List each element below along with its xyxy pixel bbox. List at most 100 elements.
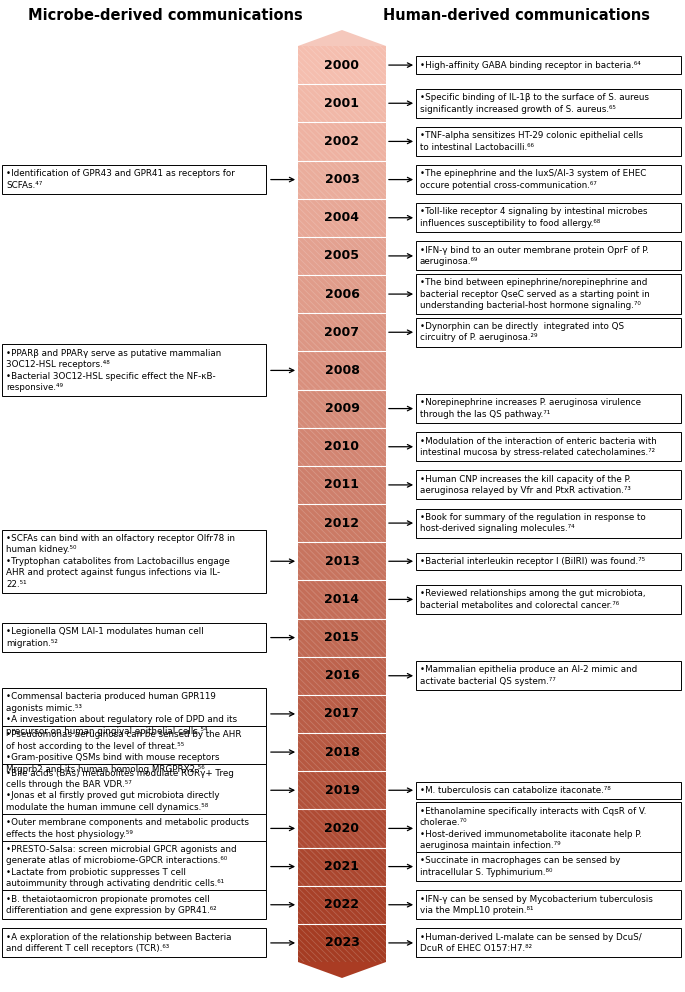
FancyBboxPatch shape [2, 165, 266, 194]
Text: 2007: 2007 [325, 325, 360, 338]
Polygon shape [298, 161, 386, 198]
Polygon shape [298, 580, 386, 618]
Text: •Jonas et al firstly proved gut microbiota directly: •Jonas et al firstly proved gut microbio… [6, 792, 219, 801]
FancyBboxPatch shape [2, 344, 266, 397]
FancyBboxPatch shape [2, 623, 266, 652]
Text: 2022: 2022 [325, 898, 360, 912]
Text: •Succinate in macrophages can be sensed by: •Succinate in macrophages can be sensed … [420, 856, 621, 865]
Polygon shape [298, 198, 386, 237]
Text: •PRESTO-Salsa: screen microbial GPCR agonists and: •PRESTO-Salsa: screen microbial GPCR ago… [6, 845, 236, 854]
Text: •Reviewed relationships among the gut microbiota,: •Reviewed relationships among the gut mi… [420, 589, 645, 598]
FancyBboxPatch shape [416, 394, 681, 423]
FancyBboxPatch shape [416, 241, 681, 271]
Text: significantly increased growth of S. aureus.⁶⁵: significantly increased growth of S. aur… [420, 104, 616, 113]
Polygon shape [298, 847, 386, 886]
Text: •Pseudomonas aeruginosa can be sensed by the AHR: •Pseudomonas aeruginosa can be sensed by… [6, 730, 242, 739]
Text: bacterial metabolites and colorectal cancer.⁷⁶: bacterial metabolites and colorectal can… [420, 601, 619, 610]
Text: 2017: 2017 [325, 707, 360, 720]
Text: and different T cell receptors (TCR).⁶³: and different T cell receptors (TCR).⁶³ [6, 944, 169, 953]
Text: differentiation and gene expression by GPR41.⁶²: differentiation and gene expression by G… [6, 906, 216, 915]
FancyBboxPatch shape [2, 840, 266, 893]
Text: •A investigation about regulatory role of DPD and its: •A investigation about regulatory role o… [6, 715, 237, 724]
Text: •Tryptophan catabolites from Lactobacillus engage: •Tryptophan catabolites from Lactobacill… [6, 557, 229, 565]
Text: •Bacterial 3OC12-HSL specific effect the NF-κB-: •Bacterial 3OC12-HSL specific effect the… [6, 372, 216, 381]
FancyBboxPatch shape [416, 585, 681, 614]
Text: precursor on human gingival epithelial cells.⁵⁴: precursor on human gingival epithelial c… [6, 727, 208, 736]
Text: 2008: 2008 [325, 364, 360, 377]
FancyBboxPatch shape [2, 890, 266, 920]
Text: understanding bacterial-host hormone signaling.⁷⁰: understanding bacterial-host hormone sig… [420, 302, 641, 310]
Text: •Legionella QSM LAI-1 modulates human cell: •Legionella QSM LAI-1 modulates human ce… [6, 627, 203, 636]
Text: 2009: 2009 [325, 402, 360, 415]
Text: •Commensal bacteria produced human GPR119: •Commensal bacteria produced human GPR11… [6, 692, 216, 701]
Text: through the las QS pathway.⁷¹: through the las QS pathway.⁷¹ [420, 410, 550, 419]
Text: human kidney.⁵⁰: human kidney.⁵⁰ [6, 546, 77, 555]
Text: 3OC12-HSL receptors.⁴⁸: 3OC12-HSL receptors.⁴⁸ [6, 360, 110, 369]
Text: aeruginosa relayed by Vfr and PtxR activation.⁷³: aeruginosa relayed by Vfr and PtxR activ… [420, 486, 631, 495]
Text: generate atlas of microbiome-GPCR interactions.⁶⁰: generate atlas of microbiome-GPCR intera… [6, 856, 227, 865]
Text: •High-affinity GABA binding receptor in bacteria.⁶⁴: •High-affinity GABA binding receptor in … [420, 61, 640, 69]
Text: •Dynorphin can be directly  integrated into QS: •Dynorphin can be directly integrated in… [420, 322, 624, 331]
Text: 2018: 2018 [325, 746, 360, 759]
FancyBboxPatch shape [2, 929, 266, 957]
FancyBboxPatch shape [2, 687, 266, 740]
Polygon shape [298, 351, 386, 390]
FancyBboxPatch shape [416, 803, 681, 854]
Text: bacterial receptor QseC served as a starting point in: bacterial receptor QseC served as a star… [420, 290, 650, 299]
Polygon shape [298, 809, 386, 847]
Text: •Identification of GPR43 and GPR41 as receptors for: •Identification of GPR43 and GPR41 as re… [6, 170, 235, 179]
Text: 2015: 2015 [325, 631, 360, 644]
FancyBboxPatch shape [416, 929, 681, 957]
Text: 2006: 2006 [325, 288, 360, 301]
Text: 2001: 2001 [325, 97, 360, 110]
Polygon shape [298, 390, 386, 428]
Text: •IFN-γ can be sensed by Mycobacterium tuberculosis: •IFN-γ can be sensed by Mycobacterium tu… [420, 895, 653, 904]
Text: •IFN-γ bind to an outer membrane protein OprF of P.: •IFN-γ bind to an outer membrane protein… [420, 246, 649, 255]
Polygon shape [298, 543, 386, 580]
Text: 2010: 2010 [325, 440, 360, 453]
FancyBboxPatch shape [416, 890, 681, 920]
Text: •Lactate from probiotic suppresses T cell: •Lactate from probiotic suppresses T cel… [6, 868, 186, 877]
Text: influences susceptibility to food allergy.⁶⁸: influences susceptibility to food allerg… [420, 219, 600, 228]
FancyBboxPatch shape [2, 764, 266, 816]
Polygon shape [298, 962, 386, 978]
FancyBboxPatch shape [2, 726, 266, 778]
Text: responsive.⁴⁹: responsive.⁴⁹ [6, 383, 63, 392]
Text: •Ethanolamine specifically interacts with CqsR of V.: •Ethanolamine specifically interacts wit… [420, 806, 647, 815]
FancyBboxPatch shape [416, 165, 681, 194]
Polygon shape [298, 237, 386, 275]
Text: 2012: 2012 [325, 517, 360, 530]
Polygon shape [298, 313, 386, 351]
FancyBboxPatch shape [416, 509, 681, 538]
Text: •M. tuberculosis can catabolize itaconate.⁷⁸: •M. tuberculosis can catabolize itaconat… [420, 786, 611, 795]
Text: •Bacterial interleukin receptor I (BilRI) was found.⁷⁵: •Bacterial interleukin receptor I (BilRI… [420, 557, 645, 565]
Text: 2003: 2003 [325, 173, 360, 186]
Text: occure potential cross-communication.⁶⁷: occure potential cross-communication.⁶⁷ [420, 181, 597, 189]
Text: intestinal mucosa by stress-related catecholamines.⁷²: intestinal mucosa by stress-related cate… [420, 448, 655, 457]
Text: Human-derived communications: Human-derived communications [384, 9, 651, 24]
Text: •Norepinephrine increases P. aeruginosa virulence: •Norepinephrine increases P. aeruginosa … [420, 399, 641, 408]
Text: 2013: 2013 [325, 555, 360, 567]
Polygon shape [298, 886, 386, 924]
Polygon shape [298, 771, 386, 809]
Text: modulate the human immune cell dynamics.⁵⁸: modulate the human immune cell dynamics.… [6, 803, 208, 812]
Text: cells through the BAR VDR.⁵⁷: cells through the BAR VDR.⁵⁷ [6, 780, 132, 789]
FancyBboxPatch shape [416, 317, 681, 347]
Text: 2002: 2002 [325, 135, 360, 148]
Text: activate bacterial QS system.⁷⁷: activate bacterial QS system.⁷⁷ [420, 677, 556, 686]
Polygon shape [298, 924, 386, 962]
FancyBboxPatch shape [416, 553, 681, 570]
FancyBboxPatch shape [416, 203, 681, 232]
Text: intracellular S. Typhimurium.⁸⁰: intracellular S. Typhimurium.⁸⁰ [420, 868, 553, 877]
Text: •The bind between epinephrine/norepinephrine and: •The bind between epinephrine/norepineph… [420, 278, 647, 287]
Text: AHR and protect against fungus infections via IL-: AHR and protect against fungus infection… [6, 568, 220, 577]
Text: of host according to the level of threat.⁵⁵: of host according to the level of threat… [6, 742, 184, 751]
Text: via the MmpL10 protein.⁸¹: via the MmpL10 protein.⁸¹ [420, 906, 534, 915]
Text: 2019: 2019 [325, 784, 360, 797]
Text: 2020: 2020 [325, 822, 360, 835]
Text: aeruginosa.⁶⁹: aeruginosa.⁶⁹ [420, 257, 478, 266]
Polygon shape [298, 84, 386, 122]
FancyBboxPatch shape [2, 530, 266, 593]
Polygon shape [298, 657, 386, 694]
FancyBboxPatch shape [416, 852, 681, 881]
